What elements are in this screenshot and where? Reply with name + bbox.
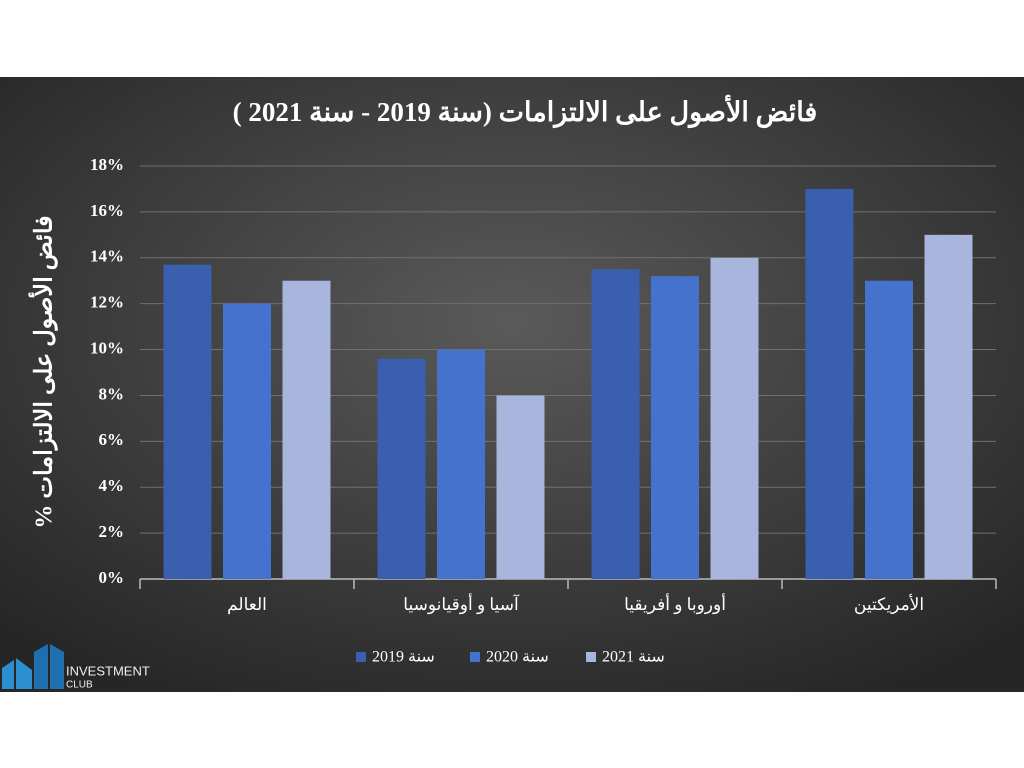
logo-text: CLUB bbox=[66, 680, 93, 691]
logo-mark bbox=[34, 644, 64, 689]
legend-label: سنة 2019 bbox=[372, 649, 435, 666]
bar bbox=[865, 280, 913, 579]
y-tick-label: 10% bbox=[90, 338, 124, 357]
bar bbox=[496, 395, 545, 579]
x-tick-label: آسيا و أوقيانوسيا bbox=[403, 593, 520, 615]
logo-mark bbox=[2, 658, 32, 689]
legend-swatch bbox=[470, 652, 480, 662]
logo-text: INVESTMENT bbox=[66, 663, 150, 678]
y-tick-label: 14% bbox=[90, 247, 124, 266]
bar bbox=[651, 276, 699, 579]
chart-title: فائض الأصول على الالتزامات (سنة 2019 - س… bbox=[233, 95, 818, 129]
bar bbox=[591, 269, 640, 579]
legend-swatch bbox=[586, 652, 596, 662]
y-tick-label: 8% bbox=[99, 384, 125, 403]
y-tick-label: 0% bbox=[99, 568, 125, 587]
bar bbox=[163, 264, 212, 579]
y-tick-label: 2% bbox=[99, 522, 125, 541]
bar bbox=[282, 280, 331, 579]
legend-swatch bbox=[356, 652, 366, 662]
x-tick-label: الأمريكتين bbox=[854, 594, 924, 615]
bar bbox=[710, 257, 759, 579]
y-tick-label: 4% bbox=[99, 476, 125, 495]
bar bbox=[223, 303, 271, 579]
legend-label: سنة 2021 bbox=[602, 649, 665, 666]
y-tick-label: 12% bbox=[90, 293, 124, 312]
x-tick-label: أوروبا و أفريقيا bbox=[624, 593, 726, 615]
logo: INVESTMENT CLUB bbox=[2, 644, 150, 691]
bar bbox=[924, 234, 973, 580]
y-tick-label: 16% bbox=[90, 201, 124, 220]
y-axis-title: فائض الأصول على الالتزامات % bbox=[27, 215, 59, 528]
bar bbox=[437, 349, 485, 579]
legend-label: سنة 2020 bbox=[486, 649, 549, 666]
bar bbox=[805, 188, 854, 579]
bar bbox=[377, 358, 426, 579]
x-tick-label: العالم bbox=[227, 595, 267, 615]
y-tick-label: 6% bbox=[99, 430, 125, 449]
y-tick-label: 18% bbox=[90, 155, 124, 174]
